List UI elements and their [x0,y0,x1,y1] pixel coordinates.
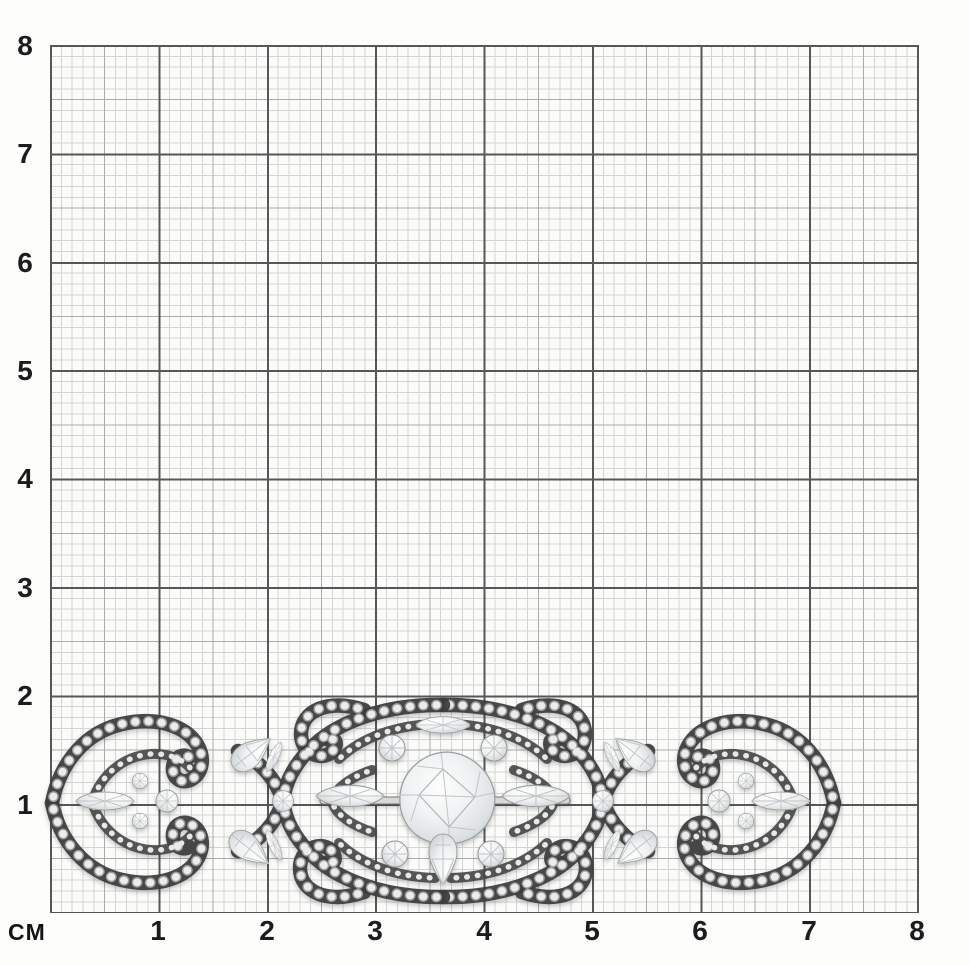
top-marquise-stone [415,716,471,734]
y-axis-label: 4 [17,463,33,494]
x-axis-label: 1 [150,915,166,946]
y-axis-label: 7 [17,138,33,169]
y-axis-label: 6 [17,247,33,278]
center-stone [399,751,496,845]
brooch [52,705,834,897]
x-axis-label: 7 [801,915,817,946]
x-axis-label: 8 [909,915,925,946]
y-axis-label: 5 [17,355,33,386]
x-axis-label: 6 [692,915,708,946]
y-axis-label: 8 [17,30,33,61]
x-axis-label: 5 [584,915,600,946]
x-axis-label: 4 [476,915,492,946]
y-axis-label: 1 [17,789,33,820]
y-axis-label: 2 [17,680,33,711]
x-axis-label: 2 [259,915,275,946]
center-cluster [399,716,496,886]
x-axis-label: 3 [367,915,383,946]
unit-label: CM [8,919,46,945]
y-axis-label: 3 [17,572,33,603]
